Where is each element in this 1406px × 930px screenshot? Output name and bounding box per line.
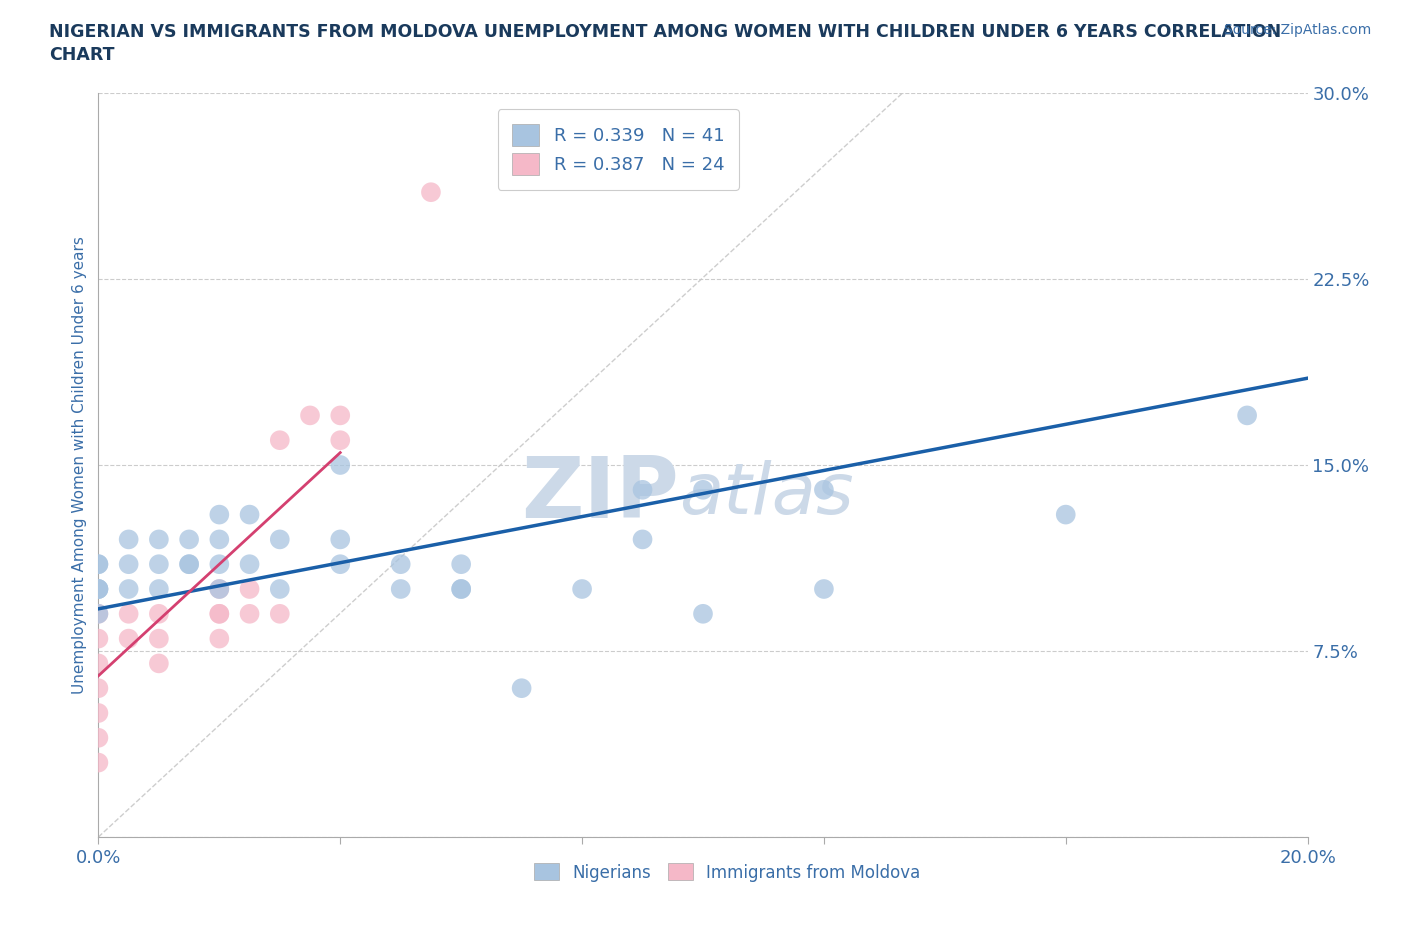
Point [692, 483, 714, 498]
Point [87, 581, 110, 596]
Point [118, 581, 141, 596]
Point [208, 581, 231, 596]
Point [148, 606, 170, 621]
Point [269, 432, 291, 447]
Point [239, 606, 262, 621]
Point [450, 581, 472, 596]
Point [269, 581, 291, 596]
Point [179, 557, 201, 572]
Text: ZIP: ZIP [522, 453, 679, 537]
Point [179, 557, 201, 572]
Point [208, 557, 231, 572]
Point [329, 532, 352, 547]
Y-axis label: Unemployment Among Women with Children Under 6 years: Unemployment Among Women with Children U… [72, 236, 87, 694]
Point [87, 631, 110, 646]
Point [329, 557, 352, 572]
Point [87, 606, 110, 621]
Point [510, 681, 533, 696]
Point [208, 532, 231, 547]
Point [1054, 507, 1077, 522]
Point [208, 606, 231, 621]
Point [239, 581, 262, 596]
Point [329, 458, 352, 472]
Point [813, 581, 835, 596]
Point [239, 557, 262, 572]
Point [329, 408, 352, 423]
Point [148, 656, 170, 671]
Point [87, 581, 110, 596]
Point [329, 432, 352, 447]
Point [208, 507, 231, 522]
Point [389, 557, 412, 572]
Point [208, 606, 231, 621]
Point [692, 606, 714, 621]
Point [450, 557, 472, 572]
Point [631, 483, 654, 498]
Point [269, 532, 291, 547]
Point [87, 706, 110, 721]
Point [87, 557, 110, 572]
Point [299, 408, 322, 423]
Point [239, 507, 262, 522]
Point [87, 557, 110, 572]
Text: Source: ZipAtlas.com: Source: ZipAtlas.com [1223, 23, 1371, 37]
Point [450, 581, 472, 596]
Point [631, 532, 654, 547]
Point [148, 631, 170, 646]
Point [118, 532, 141, 547]
Point [389, 581, 412, 596]
Point [148, 581, 170, 596]
Point [148, 532, 170, 547]
Point [208, 631, 231, 646]
Point [269, 606, 291, 621]
Text: CHART: CHART [49, 46, 115, 64]
Point [87, 606, 110, 621]
Point [420, 185, 443, 200]
Point [118, 606, 141, 621]
Point [87, 581, 110, 596]
Text: NIGERIAN VS IMMIGRANTS FROM MOLDOVA UNEMPLOYMENT AMONG WOMEN WITH CHILDREN UNDER: NIGERIAN VS IMMIGRANTS FROM MOLDOVA UNEM… [49, 23, 1281, 41]
Point [1236, 408, 1258, 423]
Point [571, 581, 593, 596]
Point [87, 656, 110, 671]
Point [813, 483, 835, 498]
Point [148, 557, 170, 572]
Point [208, 581, 231, 596]
Point [179, 532, 201, 547]
Point [118, 631, 141, 646]
Point [87, 730, 110, 745]
Point [87, 681, 110, 696]
Legend: Nigerians, Immigrants from Moldova: Nigerians, Immigrants from Moldova [527, 857, 927, 888]
Text: atlas: atlas [679, 460, 853, 529]
Point [118, 557, 141, 572]
Point [87, 755, 110, 770]
